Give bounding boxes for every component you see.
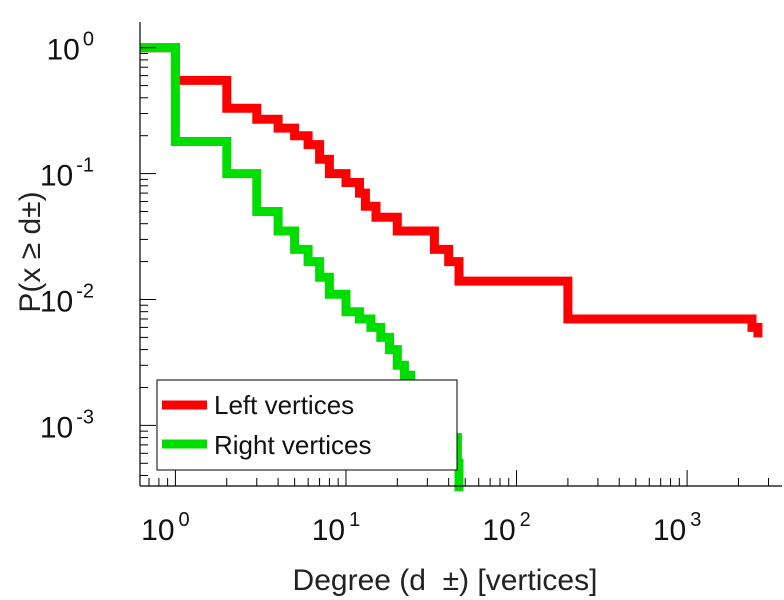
x-tick-label: 10 3 [653,509,702,547]
y-tick-label: 10 -3 [40,406,94,444]
legend: Left vertices Right vertices [156,379,458,471]
y-tick-label: 10 -1 [40,155,94,193]
ticks-layer [140,47,769,486]
x-tick-label: 10 0 [141,509,190,547]
y-tick-label: 10 0 [47,29,95,67]
axes-layer [139,22,782,487]
tick-labels: 10 0 10 1 10 2 10 3 10 0 10 -1 10 -2 10 -3 [40,29,702,547]
x-axis-title: Degree (d ±) [vertices] [293,564,598,597]
y-tick-label: 10 -2 [40,280,94,318]
x-tick-label: 10 1 [312,509,361,547]
legend-label-right-vertices: Right vertices [214,430,372,460]
series-line-left-vertices [140,43,763,338]
y-axis-title: P(x ≥ d±) [14,191,47,312]
legend-box [156,379,458,471]
x-tick-label: 10 2 [482,509,531,547]
legend-label-left-vertices: Left vertices [214,390,354,420]
